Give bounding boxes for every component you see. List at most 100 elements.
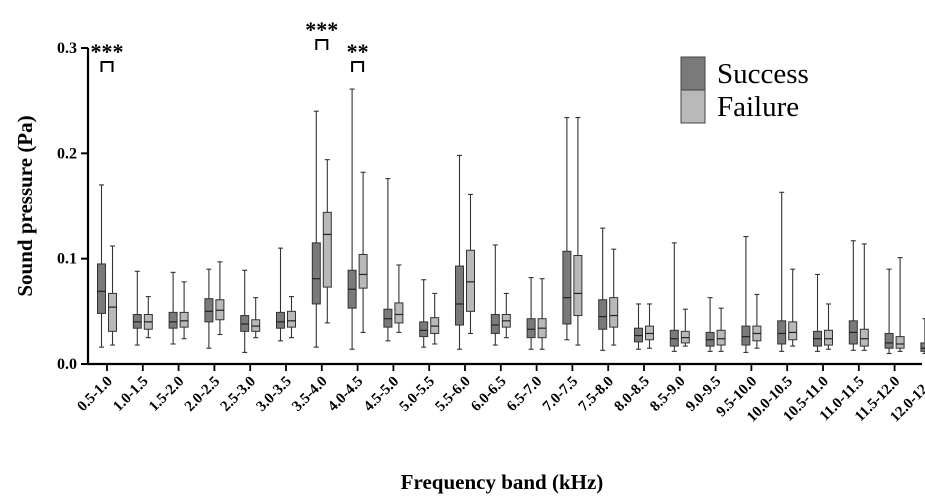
- legend-swatch: [680, 89, 706, 124]
- x-tick-label: 5.0-5.5: [397, 374, 438, 415]
- significance-bracket: [351, 61, 365, 72]
- box-success-12.0-12.5: [920, 318, 925, 355]
- x-tick-label: 4.0-4.5: [325, 374, 366, 415]
- box-body: [108, 292, 117, 332]
- box-body: [394, 302, 404, 324]
- box-success-7.0-7.5: [562, 116, 572, 341]
- x-tick-label: 8.5-9.0: [647, 374, 688, 415]
- box-body: [287, 310, 296, 328]
- box-body: [490, 313, 500, 334]
- box-failure-10.5-11.0: [824, 303, 833, 350]
- box-body: [179, 311, 189, 328]
- box-success-0.5-1.0: [97, 184, 106, 348]
- box-failure-7.0-7.5: [573, 116, 583, 346]
- box-success-8.0-8.5: [634, 303, 643, 350]
- significance-stars: ***: [305, 17, 338, 42]
- y-axis-title: Sound pressure (Pa): [13, 115, 37, 296]
- legend-item-success: Success: [680, 56, 809, 91]
- x-tick-label: 7.5-8.0: [576, 374, 617, 415]
- x-tick-label: 3.5-4.0: [289, 374, 330, 415]
- box-body: [358, 253, 368, 289]
- box-body: [895, 336, 905, 349]
- significance-stars: ***: [91, 39, 124, 64]
- box-body: [884, 332, 894, 349]
- box-body: [598, 299, 608, 330]
- box-failure-1.0-1.5: [143, 296, 153, 339]
- x-tick-label: 3.0-3.5: [253, 374, 294, 415]
- box-body: [276, 311, 285, 329]
- box-success-11.0-11.5: [848, 240, 858, 351]
- y-tick-label: 0.2: [57, 145, 77, 162]
- box-body: [311, 242, 321, 305]
- significance-marker: ***: [91, 39, 124, 72]
- box-failure-3.0-3.5: [287, 296, 296, 339]
- box-success-11.5-12.0: [884, 268, 894, 355]
- box-body: [859, 328, 869, 347]
- box-success-5.0-5.5: [419, 279, 429, 348]
- box-failure-6.5-7.0: [537, 278, 547, 350]
- box-body: [562, 250, 572, 325]
- y-tick-label: 0.3: [57, 40, 77, 57]
- box-body: [526, 318, 536, 339]
- box-body: [466, 249, 475, 312]
- significance-stars: **: [347, 39, 369, 64]
- box-failure-3.5-4.0: [322, 159, 332, 324]
- box-failure-2.0-2.5: [215, 261, 225, 336]
- box-success-6.5-7.0: [526, 277, 536, 350]
- box-body: [322, 211, 332, 288]
- legend-label: Failure: [717, 91, 799, 123]
- x-tick-label: 2.0-2.5: [182, 374, 223, 415]
- box-success-9.5-10.0: [741, 235, 751, 353]
- box-failure-9.5-10.0: [752, 293, 762, 349]
- box-failure-2.5-3.0: [251, 297, 261, 339]
- box-failure-10.0-10.5: [788, 268, 798, 347]
- x-tick-label: 6.5-7.0: [504, 374, 545, 415]
- box-success-5.5-6.0: [455, 154, 464, 350]
- box-body: [788, 321, 798, 341]
- legend-swatch: [680, 56, 706, 91]
- box-success-3.5-4.0: [311, 110, 321, 348]
- x-tick-label: 8.0-8.5: [611, 374, 652, 415]
- box-success-8.5-9.0: [669, 242, 679, 352]
- x-tick-label: 6.0-6.5: [468, 374, 509, 415]
- box-success-9.0-9.5: [705, 297, 715, 352]
- box-failure-8.0-8.5: [645, 303, 654, 349]
- box-body: [824, 329, 833, 346]
- box-body: [573, 255, 583, 317]
- box-body: [920, 342, 925, 352]
- box-success-2.0-2.5: [204, 268, 214, 349]
- significance-marker: **: [347, 39, 369, 72]
- box-body: [168, 311, 178, 329]
- box-success-3.0-3.5: [276, 247, 285, 342]
- box-failure-5.0-5.5: [430, 292, 440, 345]
- box-body: [777, 320, 787, 345]
- box-success-10.5-11.0: [813, 273, 822, 352]
- box-failure-11.5-12.0: [895, 257, 905, 352]
- significance-marker: ***: [305, 17, 338, 50]
- box-success-7.5-8.0: [598, 227, 608, 351]
- x-tick-label: 5.5-6.0: [432, 374, 473, 415]
- box-body: [455, 265, 464, 326]
- box-success-4.5-5.0: [383, 178, 393, 342]
- y-tick-label: 0.0: [57, 356, 77, 373]
- x-tick-label: 7.0-7.5: [540, 374, 581, 415]
- significance-bracket: [100, 61, 114, 72]
- x-tick-label: 1.5-2.0: [146, 374, 187, 415]
- box-failure-4.5-5.0: [394, 264, 404, 333]
- box-success-10.0-10.5: [777, 191, 787, 352]
- box-body: [609, 297, 619, 328]
- box-body: [419, 321, 429, 338]
- legend-item-failure: Failure: [680, 89, 799, 124]
- box-success-6.0-6.5: [490, 244, 500, 346]
- box-body: [97, 263, 106, 314]
- box-body: [741, 325, 751, 346]
- box-body: [204, 298, 214, 323]
- box-failure-11.0-11.5: [859, 243, 869, 351]
- x-axis-title: Frequency band (kHz): [401, 470, 604, 494]
- box-failure-0.5-1.0: [108, 245, 117, 346]
- box-success-2.5-3.0: [240, 269, 250, 353]
- x-tick-label: 1.0-1.5: [110, 374, 151, 415]
- box-failure-1.5-2.0: [179, 281, 189, 340]
